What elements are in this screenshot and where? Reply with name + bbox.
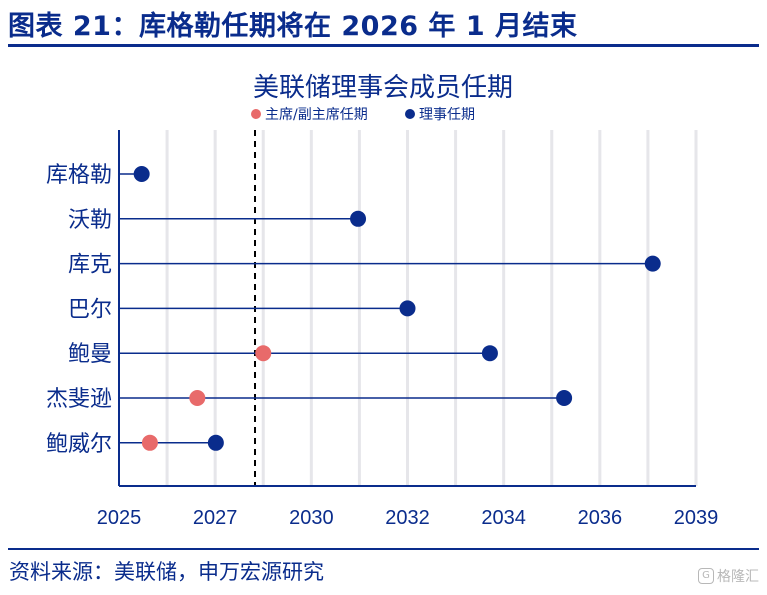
x-tick-label: 2039 — [674, 507, 719, 529]
member-label: 鲍曼 — [68, 342, 112, 367]
x-tick-label: 2036 — [578, 507, 623, 529]
governor-term-end-point — [399, 300, 416, 317]
governor-term-end-point — [556, 390, 573, 406]
governor-term-end-point — [481, 345, 498, 362]
watermark-logo-icon: G — [698, 568, 714, 584]
source-note: 资料来源：美联储，申万宏源研究 — [9, 560, 324, 584]
chair-term-end-point — [189, 390, 206, 406]
legend-marker-1 — [405, 109, 415, 119]
governor-term-end-point — [350, 210, 367, 227]
title-divider — [8, 44, 759, 47]
x-tick-label: 2032 — [385, 507, 430, 529]
legend-label-1: 理事任期 — [419, 107, 475, 123]
member-label: 巴尔 — [68, 297, 112, 322]
member-label: 库格勒 — [46, 163, 112, 188]
watermark-text: 格隆汇 — [717, 569, 759, 585]
x-tick-label: 2027 — [193, 507, 238, 529]
governor-term-end-point — [207, 434, 224, 451]
member-label: 鲍威尔 — [46, 432, 112, 457]
fed-terms-chart: 美联储理事会成员任期 主席/副主席任期 理事任期 库格勒沃勒库克巴尔鲍曼杰斐逊鲍威… — [46, 73, 719, 529]
footer-divider — [8, 548, 759, 550]
chair-term-end-point — [141, 434, 158, 451]
governor-term-end-point — [133, 166, 150, 182]
chart-title: 美联储理事会成员任期 — [253, 73, 513, 103]
legend-marker-0 — [251, 109, 261, 119]
figure-title: 图表 21：库格勒任期将在 2026 年 1 月结束 — [8, 11, 578, 42]
x-tick-labels: 2025 2027 2030 2032 2034 2036 2039 — [97, 507, 719, 529]
member-label: 库克 — [68, 253, 112, 278]
chart-legend: 主席/副主席任期 理事任期 — [251, 107, 475, 123]
member-label: 沃勒 — [68, 208, 112, 233]
watermark: G 格隆汇 — [698, 566, 759, 586]
governor-term-end-point — [644, 255, 661, 272]
x-tick-label: 2025 — [97, 507, 142, 529]
chair-term-end-point — [255, 345, 272, 362]
gridlines — [165, 130, 698, 486]
x-tick-label: 2034 — [481, 507, 526, 529]
x-tick-label: 2030 — [289, 507, 334, 529]
legend-label-0: 主席/副主席任期 — [265, 107, 368, 123]
member-label: 杰斐逊 — [46, 387, 112, 412]
